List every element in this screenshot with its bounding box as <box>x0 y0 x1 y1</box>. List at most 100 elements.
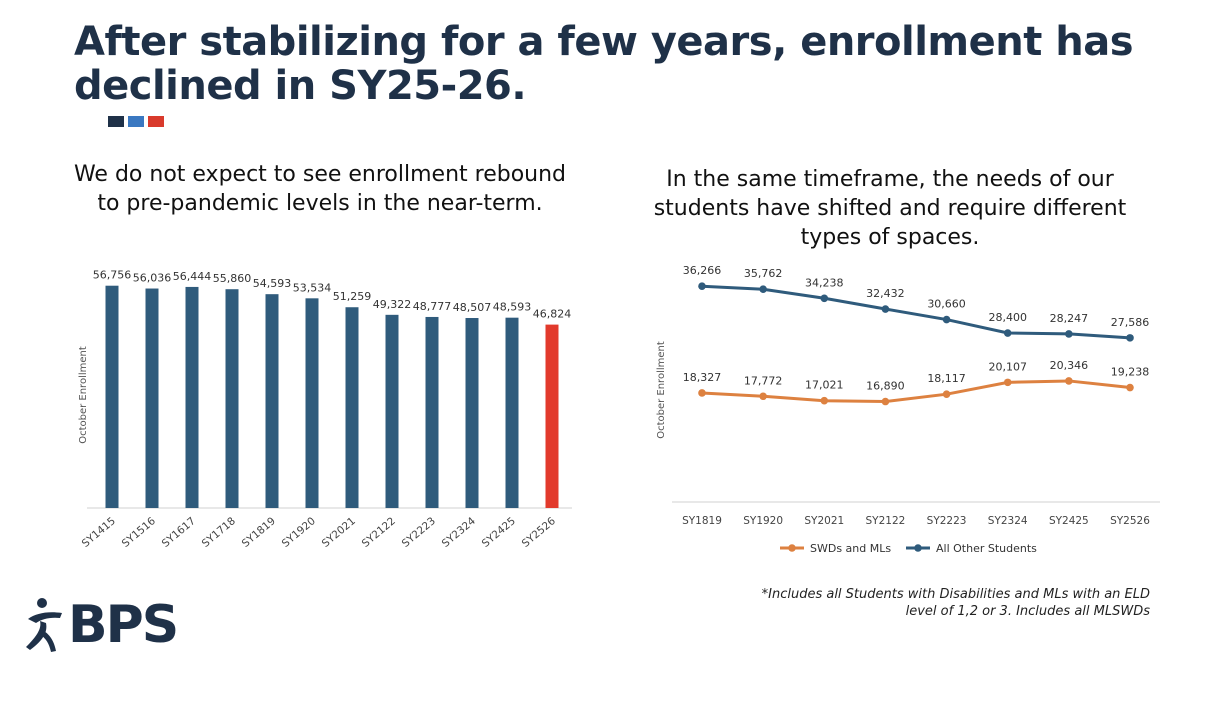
navy-square <box>108 116 124 127</box>
bar-SY2021 <box>345 307 359 508</box>
series-point <box>820 396 829 405</box>
bar-SY1920 <box>305 298 319 508</box>
blue-square <box>128 116 144 127</box>
series-value-label: 32,432 <box>866 287 905 300</box>
series-value-label: 27,586 <box>1111 316 1150 329</box>
series-point <box>759 285 767 294</box>
series-value-label: 17,021 <box>805 379 844 392</box>
bar-value-label: 46,824 <box>533 308 572 321</box>
series-point <box>942 390 951 399</box>
bar-tick-label: SY2425 <box>480 515 518 550</box>
series-point <box>1126 334 1134 342</box>
bar-value-label: 56,756 <box>93 269 132 282</box>
bar-tick-label: SY1920 <box>280 515 318 550</box>
right-subtitle: In the same timeframe, the needs of our … <box>653 167 1127 250</box>
series-point <box>1065 330 1073 338</box>
series-value-label: 20,346 <box>1050 359 1089 372</box>
bar-tick-label: SY2223 <box>400 515 438 550</box>
bar-value-label: 51,259 <box>333 290 372 303</box>
legend-swatch-point <box>788 544 796 552</box>
bar-value-label: 55,860 <box>213 272 252 285</box>
footnote-line-2: level of 1,2 or 3. Includes all MLSWDs <box>905 604 1150 619</box>
bar-tick-label: SY2021 <box>320 515 358 550</box>
legend-swatch-point <box>914 544 922 552</box>
bar-SY1718 <box>225 289 239 508</box>
series-point <box>1065 377 1073 385</box>
series-point <box>1003 378 1012 387</box>
bar-value-label: 48,777 <box>413 300 452 313</box>
bar-tick-label: SY1415 <box>80 515 118 550</box>
line-tick-label: SY2223 <box>927 515 967 527</box>
series-value-label: 35,762 <box>744 267 783 280</box>
bps-logo: BPS <box>22 595 179 655</box>
bar-SY1819 <box>265 294 279 508</box>
logo-text: BPS <box>68 595 179 655</box>
series-value-label: 34,238 <box>805 276 844 289</box>
bar-value-label: 54,593 <box>253 277 292 290</box>
series-value-label: 19,238 <box>1111 366 1150 379</box>
page-title: After stabilizing for a few years, enrol… <box>74 19 1134 109</box>
line-tick-label: SY2526 <box>1110 515 1150 527</box>
line-tick-label: SY1920 <box>743 515 783 527</box>
series-line-swds-and-mls <box>701 379 1131 404</box>
series-point <box>698 389 706 397</box>
needs-line-chart: 18,327 17,772 17,021 16,890 18,117 20,107 20,3… <box>656 264 1160 555</box>
bar-tick-label: SY1516 <box>120 515 158 550</box>
bar-value-label: 49,322 <box>373 298 412 311</box>
line-tick-label: SY2425 <box>1049 515 1089 527</box>
bar-value-label: 48,593 <box>493 301 532 314</box>
series-value-label: 18,327 <box>683 371 722 384</box>
line-y-axis-label: October Enrollment <box>656 341 667 439</box>
series-value-label: 16,890 <box>866 380 905 393</box>
red-square <box>148 116 164 127</box>
legend-label: All Other Students <box>936 542 1037 555</box>
runner-figure-icon <box>26 598 62 652</box>
footnote-line-1: *Includes all Students with Disabilities… <box>761 587 1150 602</box>
enrollment-bar-chart: 56,756 SY1415 56,036 SY1516 56,444 SY1617 55,8… <box>78 269 572 550</box>
series-point <box>759 392 767 401</box>
bar-value-label: 56,036 <box>133 272 172 285</box>
decorative-squares <box>108 116 164 127</box>
series-value-label: 28,247 <box>1050 312 1089 325</box>
bar-value-label: 56,444 <box>173 270 212 283</box>
line-tick-label: SY2021 <box>804 515 844 527</box>
bar-SY1415 <box>105 285 119 508</box>
series-value-label: 18,117 <box>927 372 966 385</box>
line-tick-label: SY2324 <box>988 515 1028 527</box>
series-point <box>942 315 951 324</box>
series-point <box>1126 383 1134 392</box>
bar-tick-label: SY1718 <box>200 515 238 550</box>
series-value-label: 36,266 <box>683 264 722 277</box>
bar-tick-label: SY2122 <box>360 515 398 550</box>
bar-tick-label: SY2324 <box>440 515 478 550</box>
bar-tick-label: SY1819 <box>240 515 278 550</box>
series-value-label: 28,400 <box>988 311 1027 324</box>
series-value-label: 20,107 <box>988 360 1027 373</box>
bar-tick-label: SY1617 <box>160 515 198 550</box>
bar-SY2223 <box>425 316 439 508</box>
series-point <box>698 282 706 291</box>
series-value-label: 30,660 <box>927 298 966 311</box>
bar-SY1516 <box>145 288 159 508</box>
bar-SY2122 <box>385 314 399 508</box>
bar-SY1617 <box>185 286 199 508</box>
bar-SY2324 <box>465 318 479 508</box>
series-point <box>881 397 890 406</box>
line-tick-label: SY1819 <box>682 515 722 527</box>
series-value-label: 17,772 <box>744 374 783 387</box>
series-line-all-other-students <box>701 284 1131 340</box>
bar-SY2526 <box>545 324 559 508</box>
bar-value-label: 53,534 <box>293 281 332 294</box>
line-tick-label: SY2122 <box>866 515 906 527</box>
legend-label: SWDs and MLs <box>810 542 891 555</box>
bar-SY2425 <box>505 317 519 508</box>
footnote: *Includes all Students with Disabilities… <box>700 586 1150 620</box>
series-point <box>881 305 890 313</box>
bar-value-label: 48,507 <box>453 301 492 314</box>
left-subtitle: We do not expect to see enrollment rebou… <box>73 162 567 216</box>
series-point <box>820 294 829 303</box>
series-point <box>1003 329 1012 337</box>
bar-tick-label: SY2526 <box>520 515 558 550</box>
bar-y-axis-label: October Enrollment <box>78 346 89 444</box>
